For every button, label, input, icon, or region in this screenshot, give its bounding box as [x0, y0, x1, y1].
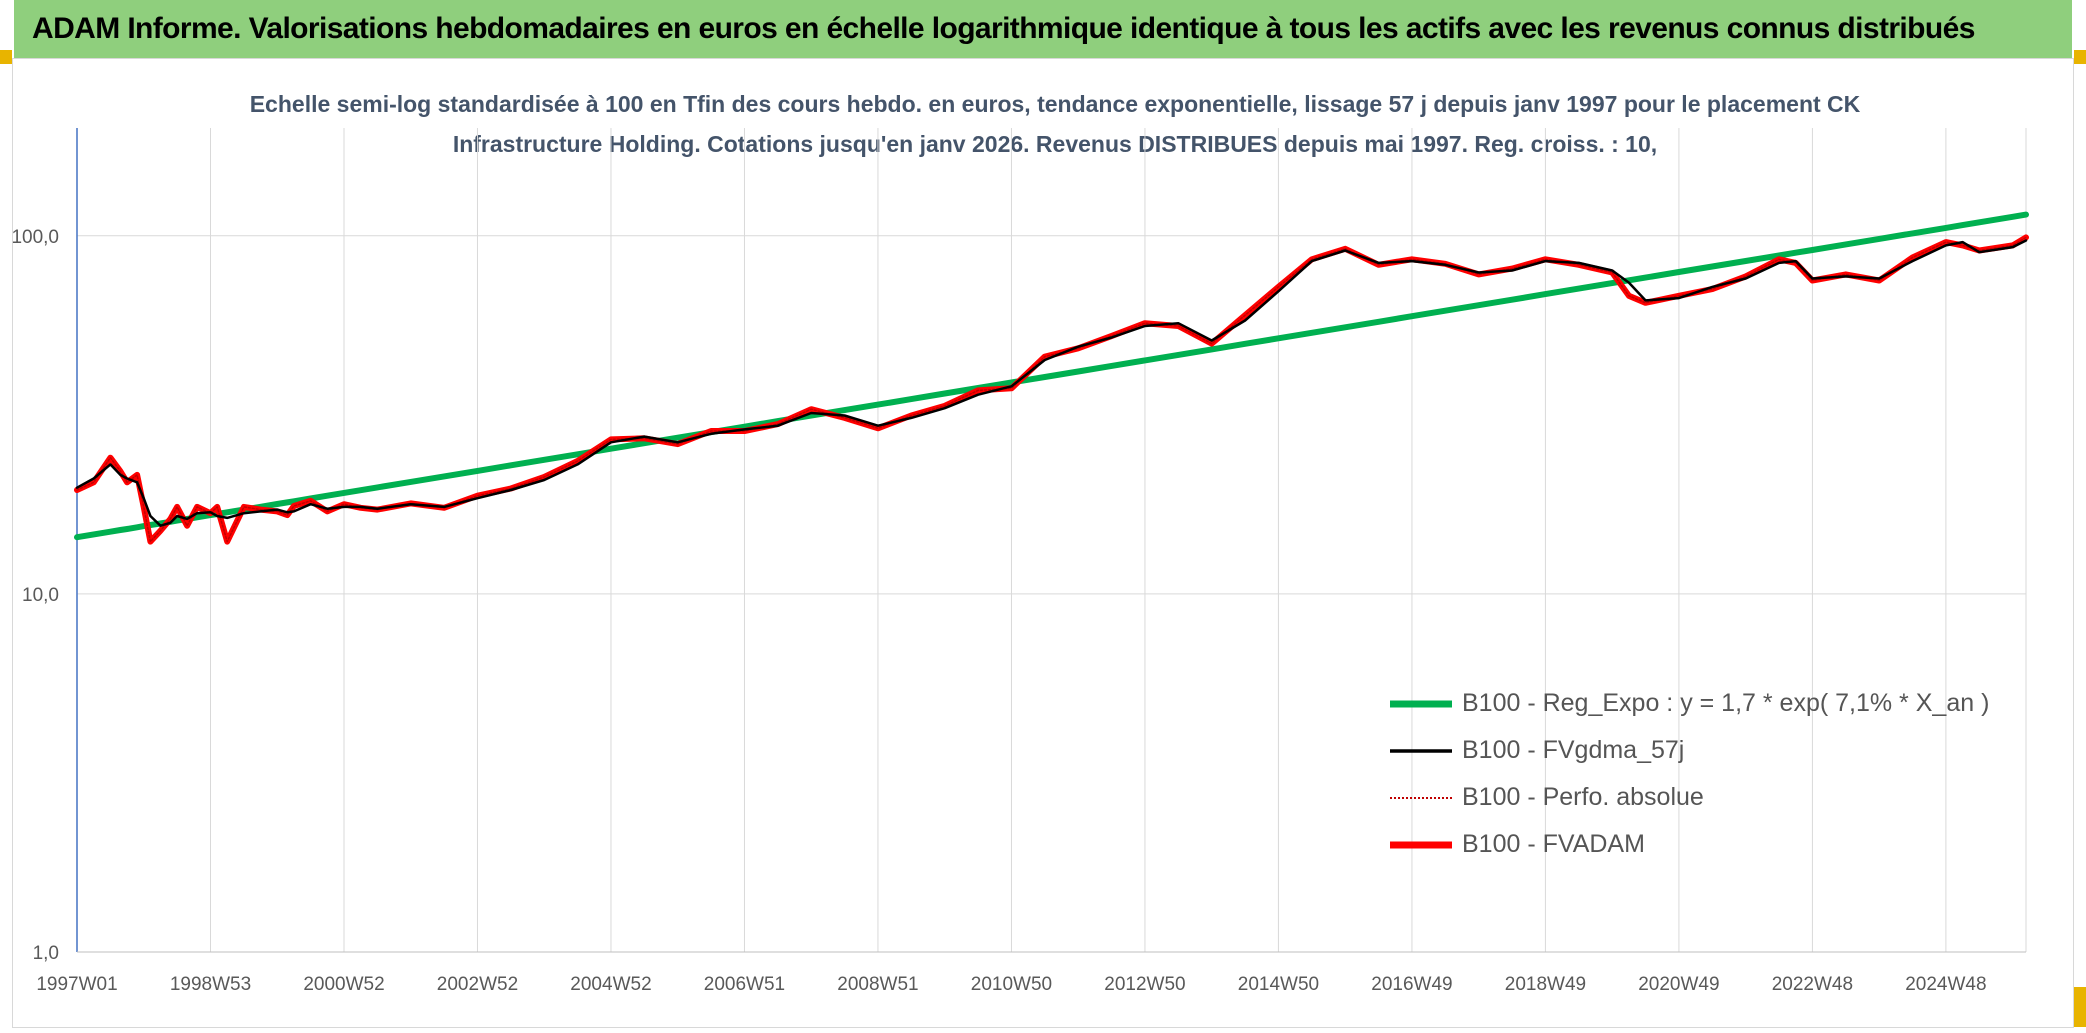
- legend-item-fvgdma: B100 - FVgdma_57j: [1390, 727, 1990, 774]
- x-tick-label: 2018W49: [1505, 974, 1586, 995]
- x-tick-label: 2022W48: [1772, 974, 1853, 995]
- x-tick-label: 2006W51: [704, 974, 785, 995]
- legend-item-perfo-absolue: B100 - Perfo. absolue: [1390, 774, 1990, 821]
- x-tick-label: 2002W52: [437, 974, 518, 995]
- y-tick-label: 10,0: [22, 585, 59, 606]
- x-tick-label: 2016W49: [1371, 974, 1452, 995]
- legend-label-fvgdma: B100 - FVgdma_57j: [1462, 736, 1685, 764]
- x-tick-label: 2012W50: [1104, 974, 1185, 995]
- report-header-banner: ADAM Informe. Valorisations hebdomadaire…: [14, 0, 2072, 58]
- x-tick-label: 1997W01: [36, 974, 117, 995]
- legend-item-fvadam: B100 - FVADAM: [1390, 821, 1990, 868]
- chart-frame: [12, 58, 2074, 1028]
- y-tick-label: 100,0: [11, 227, 59, 248]
- corner-marker-top-right: [2074, 50, 2086, 64]
- reg-expo-line: [74, 211, 2029, 541]
- legend-label-perfo-absolue: B100 - Perfo. absolue: [1462, 783, 1704, 811]
- chart-title: Echelle semi-log standardisée à 100 en T…: [249, 91, 1861, 157]
- x-tick-label: 2008W51: [837, 974, 918, 995]
- fvgdma-line: [75, 239, 2028, 527]
- legend-swatch-perfo-absolue: [1390, 796, 1452, 799]
- x-tick-label: 2010W50: [971, 974, 1052, 995]
- legend-swatch-fvadam: [1390, 841, 1452, 848]
- legend-item-reg-expo: B100 - Reg_Expo : y = 1,7 * exp( 7,1% * …: [1390, 680, 1990, 727]
- legend-label-fvadam: B100 - FVADAM: [1462, 830, 1645, 858]
- legend-label-reg-expo: B100 - Reg_Expo : y = 1,7 * exp( 7,1% * …: [1462, 689, 1990, 717]
- corner-marker-top-left: [0, 50, 12, 64]
- x-tick-label: 2004W52: [570, 974, 651, 995]
- y-tick-label: 1,0: [33, 943, 59, 964]
- report-title: ADAM Informe. Valorisations hebdomadaire…: [32, 12, 1975, 45]
- x-tick-label: 2020W49: [1638, 974, 1719, 995]
- corner-marker-bottom-right: [2074, 987, 2086, 1027]
- legend-swatch-fvgdma: [1390, 748, 1452, 753]
- series-lines: [74, 211, 2029, 545]
- legend-swatch-reg-expo: [1390, 700, 1452, 707]
- x-tick-label: 2014W50: [1238, 974, 1319, 995]
- x-tick-label: 2000W52: [303, 974, 384, 995]
- axes: 1,0 10,0 100,0 1997W01 1998W53 2000W52 2002W52…: [11, 128, 2026, 995]
- chart-legend: B100 - Reg_Expo : y = 1,7 * exp( 7,1% * …: [1390, 680, 1990, 868]
- fvadam-line: [74, 234, 2029, 545]
- x-tick-label: 1998W53: [170, 974, 251, 995]
- x-tick-label: 2024W48: [1905, 974, 1986, 995]
